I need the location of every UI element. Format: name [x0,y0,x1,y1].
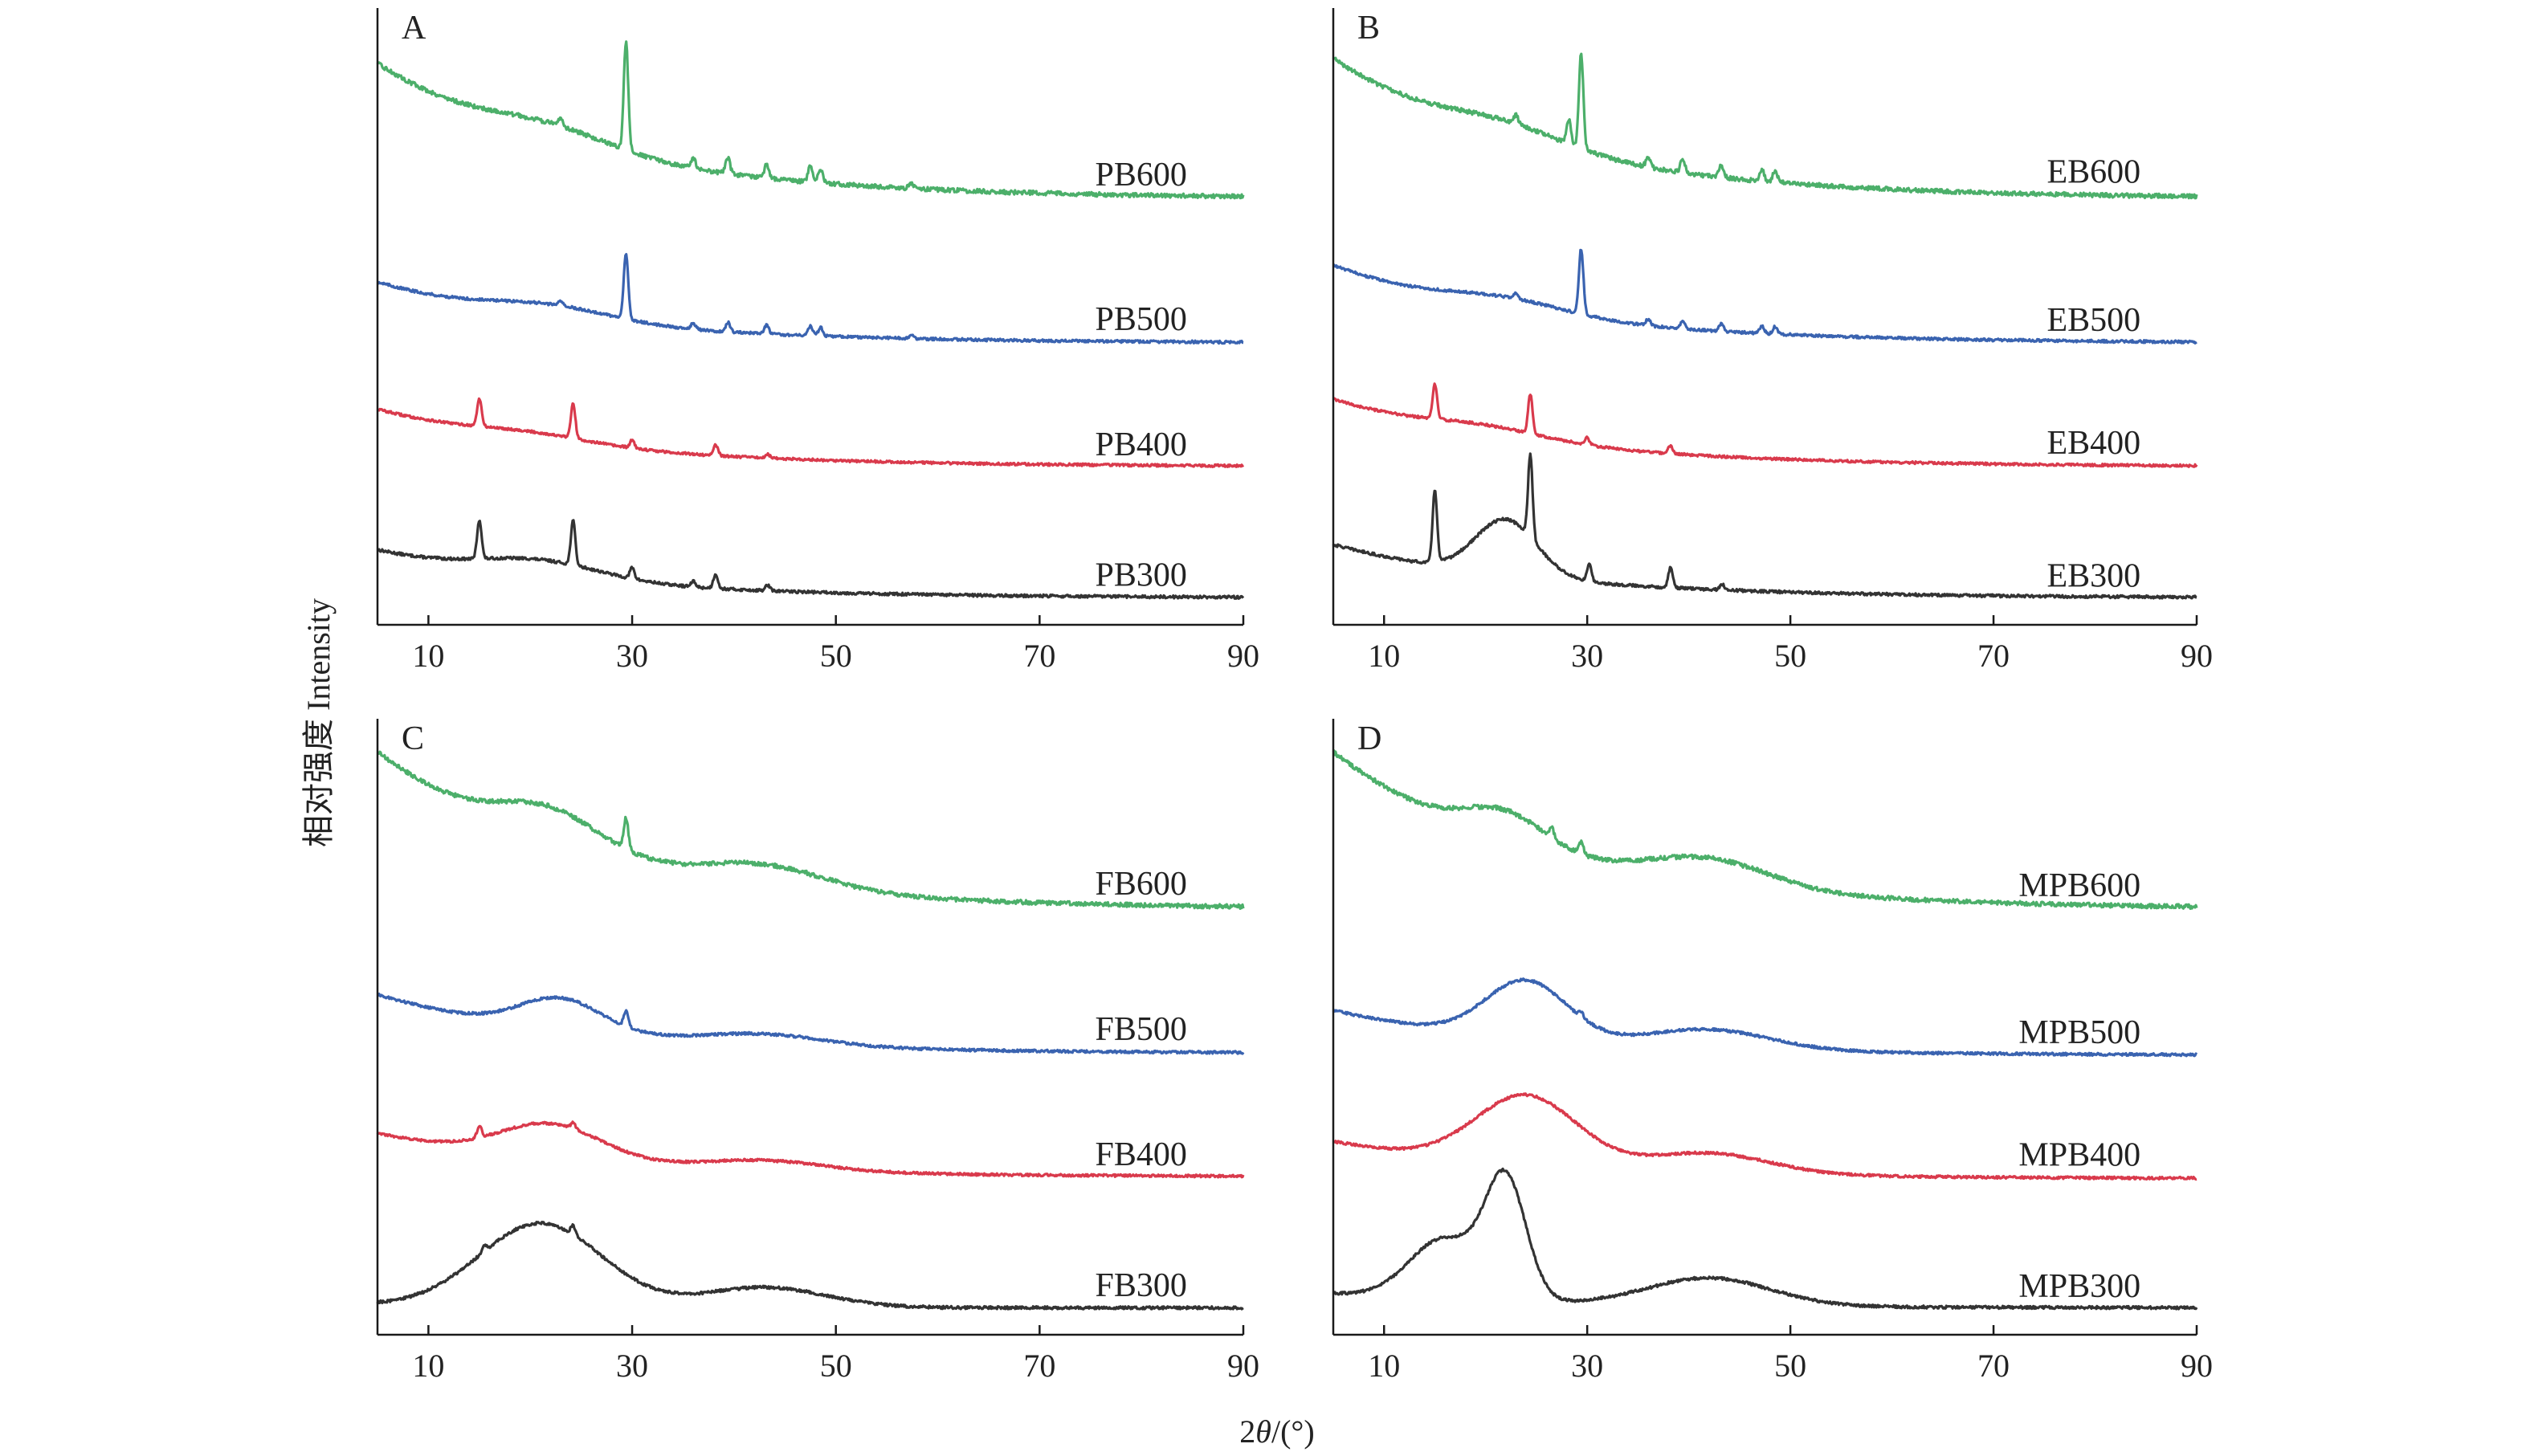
trace-pb600 [376,40,1245,200]
trace-fb600 [377,750,1245,911]
trace-fb300 [376,1220,1244,1311]
x-tick-label: 90 [2181,1348,2213,1384]
series-label-fb500: FB500 [1096,1011,1187,1048]
x-tick-label: 90 [2181,638,2213,674]
x-tick-label: 30 [616,638,648,674]
x-tick-label: 30 [1571,638,1603,674]
panel-letter-b: B [1357,10,1380,47]
trace-eb600 [1332,52,2198,200]
panel-a: PB300 PB400 PB500 PB600 10 30 50 70 90 A [376,8,1259,674]
xlabel-suffix: /(°) [1271,1413,1315,1450]
trace-fb400 [376,1120,1245,1179]
trace-fb500 [376,992,1245,1055]
series-label-fb400: FB400 [1096,1136,1187,1173]
trace-pb500 [376,253,1244,345]
panel-letter-a: A [402,10,426,47]
trace-eb400 [1332,382,2198,468]
series-label-mpb400: MPB400 [2018,1137,2140,1174]
series-label-mpb300: MPB300 [2018,1268,2140,1305]
panel-d: MPB300 MPB400 MPB500 MPB600 10 30 50 70 90 D [1332,719,2213,1384]
trace-pb300 [377,519,1245,600]
x-tick-label: 10 [1368,638,1400,674]
series-label-mpb600: MPB600 [2018,867,2140,904]
trace-mpb600 [1332,749,2198,911]
x-tick-label: 70 [1977,1348,2010,1384]
x-tick-label: 50 [820,638,852,674]
xlabel-theta: θ [1255,1413,1271,1450]
trace-eb500 [1332,248,2197,345]
x-tick-label: 30 [616,1348,648,1384]
x-tick-label: 90 [1227,638,1259,674]
x-tick-label: 50 [820,1348,852,1384]
figure-ylabel: 相对强度 Intensity [300,598,337,847]
series-label-pb500: PB500 [1096,301,1187,338]
series-label-pb300: PB300 [1096,557,1187,593]
panel-letter-d: D [1357,720,1381,757]
x-tick-label: 10 [412,1348,444,1384]
trace-mpb500 [1332,977,2198,1058]
panel-b: EB300 EB400 EB500 EB600 10 30 50 70 90 B [1332,8,2213,674]
trace-mpb300 [1332,1167,2198,1311]
panels: PB300 PB400 PB500 PB600 10 30 50 70 90 A EB300 EB40… [376,8,2213,1384]
series-label-pb600: PB600 [1096,157,1187,194]
x-tick-label: 30 [1571,1348,1603,1384]
x-tick-label: 10 [412,638,444,674]
trace-mpb400 [1332,1092,2197,1181]
series-label-pb400: PB400 [1096,426,1187,463]
series-label-eb600: EB600 [2046,154,2140,191]
figure-xlabel: 2θ/(°) [1239,1413,1314,1450]
x-tick-label: 50 [1774,638,1806,674]
series-label-mpb500: MPB500 [2018,1014,2140,1051]
x-tick-label: 70 [1023,638,1055,674]
xlabel-prefix: 2 [1239,1413,1255,1450]
trace-eb300 [1332,452,2197,600]
x-tick-label: 90 [1227,1348,1259,1384]
series-label-fb600: FB600 [1096,866,1187,903]
series-label-eb400: EB400 [2046,425,2140,462]
panel-c: FB300 FB400 FB500 FB600 10 30 50 70 90 C [376,719,1259,1384]
x-tick-label: 70 [1977,638,2010,674]
series-label-fb300: FB300 [1096,1267,1187,1304]
trace-pb400 [377,397,1245,469]
x-tick-label: 10 [1368,1348,1400,1384]
series-label-eb500: EB500 [2046,302,2140,339]
x-tick-label: 70 [1023,1348,1055,1384]
x-tick-label: 50 [1774,1348,1806,1384]
panel-letter-c: C [402,720,424,757]
series-label-eb300: EB300 [2046,558,2140,595]
